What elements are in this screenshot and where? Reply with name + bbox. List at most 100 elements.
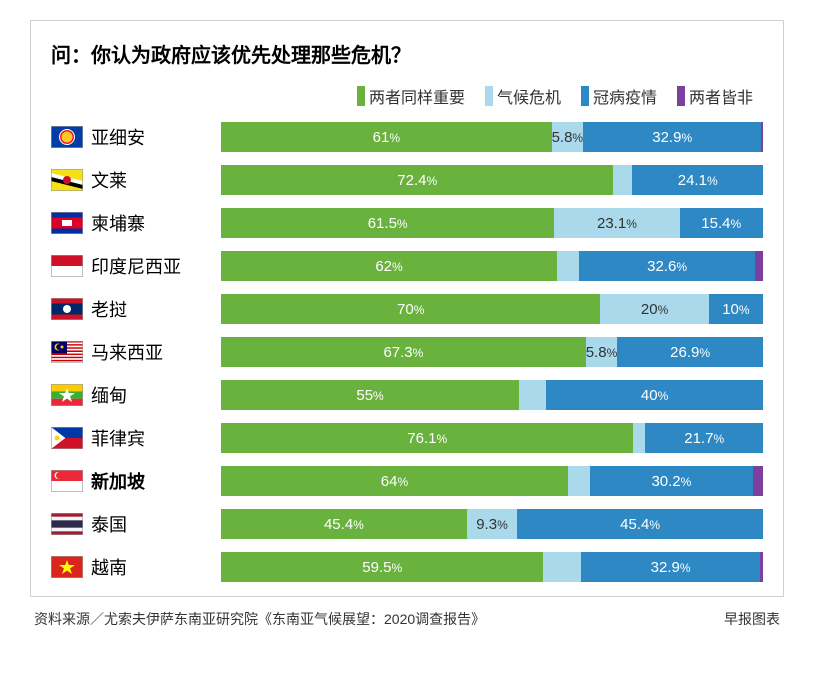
data-row: 泰国45.4%9.3%45.4% <box>51 509 763 539</box>
flag-icon <box>51 556 83 578</box>
bar-segment <box>557 251 579 281</box>
bar-segment: 20% <box>600 294 708 324</box>
bar-segment: 26.9% <box>617 337 763 367</box>
segment-value: 26.9% <box>670 344 710 361</box>
country-name: 新加坡 <box>91 468 221 494</box>
bar-segment: 70% <box>221 294 600 324</box>
bar-segment: 21.7% <box>645 423 763 453</box>
bar-segment: 5.8% <box>552 122 583 152</box>
legend-label: 两者同样重要 <box>369 84 465 108</box>
bar-segment <box>761 122 763 152</box>
legend-item: 气候危机 <box>485 84 561 108</box>
flag-icon <box>51 298 83 320</box>
stacked-bar: 76.1% 21.7% <box>221 423 763 453</box>
bar-segment: 45.4% <box>517 509 763 539</box>
bar-segment <box>543 552 581 582</box>
stacked-bar: 72.4% 24.1% <box>221 165 763 195</box>
segment-value: 5.8% <box>552 129 584 146</box>
flag-icon <box>51 427 83 449</box>
legend-swatch <box>357 86 365 106</box>
segment-value: 23.1% <box>597 215 637 232</box>
segment-value: 67.3% <box>383 344 423 361</box>
bar-segment <box>519 380 546 410</box>
bar-segment: 59.5% <box>221 552 543 582</box>
bar-segment: 45.4% <box>221 509 467 539</box>
bar-segment: 5.8% <box>586 337 617 367</box>
legend-item: 冠病疫情 <box>581 84 657 108</box>
flag-icon <box>51 384 83 406</box>
legend-item: 两者同样重要 <box>357 84 465 108</box>
country-name: 菲律宾 <box>91 425 221 451</box>
segment-value: 20% <box>641 301 668 318</box>
segment-value: 32.9% <box>651 559 691 576</box>
chart-title: 问：你认为政府应该优先处理那些危机？ <box>51 39 763 68</box>
bar-segment: 72.4% <box>221 165 613 195</box>
bar-segment <box>613 165 632 195</box>
legend-label: 冠病疫情 <box>593 84 657 108</box>
source-left: 资料来源／尤索夫伊萨东南亚研究院《东南亚气候展望：2020调查报告》 <box>34 609 485 629</box>
country-name: 亚细安 <box>91 124 221 150</box>
segment-value: 59.5% <box>362 559 402 576</box>
bar-segment <box>633 423 645 453</box>
bar-segment: 15.4% <box>680 208 763 238</box>
segment-value: 9.3% <box>476 516 508 533</box>
country-name: 柬埔寨 <box>91 210 221 236</box>
bar-segment: 76.1% <box>221 423 633 453</box>
segment-value: 70% <box>397 301 424 318</box>
bar-segment: 40% <box>546 380 763 410</box>
bar-segment: 55% <box>221 380 519 410</box>
data-row: 缅甸55%40% <box>51 380 763 410</box>
stacked-bar: 64% 30.2% <box>221 466 763 496</box>
stacked-bar: 59.5% 32.9% <box>221 552 763 582</box>
segment-value: 10% <box>722 301 749 318</box>
data-row: 亚细安61%5.8%32.9% <box>51 122 763 152</box>
data-row: 老挝 70% 20% 10% <box>51 294 763 324</box>
segment-value: 15.4% <box>701 215 741 232</box>
country-name: 泰国 <box>91 511 221 537</box>
bar-segment <box>755 251 763 281</box>
bar-segment: 62% <box>221 251 557 281</box>
bar-segment <box>753 466 763 496</box>
legend: 两者同样重要气候危机 冠病疫情 两者皆非 <box>51 84 763 108</box>
bar-segment: 23.1% <box>554 208 679 238</box>
flag-icon <box>51 341 83 363</box>
segment-value: 21.7% <box>684 430 724 447</box>
country-name: 马来西亚 <box>91 339 221 365</box>
bar-segment: 9.3% <box>467 509 517 539</box>
source-row: 资料来源／尤索夫伊萨东南亚研究院《东南亚气候展望：2020调查报告》 早报图表 <box>30 609 784 629</box>
flag-icon <box>51 169 83 191</box>
legend-label: 两者皆非 <box>689 84 753 108</box>
flag-icon <box>51 212 83 234</box>
country-name: 文莱 <box>91 167 221 193</box>
bar-segment: 61.5% <box>221 208 554 238</box>
flag-icon <box>51 513 83 535</box>
bar-segment: 61% <box>221 122 552 152</box>
segment-value: 32.6% <box>647 258 687 275</box>
data-row: 马来西亚 67.3% 5.8% 26.9% <box>51 337 763 367</box>
data-row: 越南 59.5% 32.9% <box>51 552 763 582</box>
segment-value: 30.2% <box>651 473 691 490</box>
data-row: 文莱 72.4% 24.1% <box>51 165 763 195</box>
data-row: 菲律宾 76.1% 21.7% <box>51 423 763 453</box>
bar-segment: 32.9% <box>581 552 759 582</box>
legend-swatch <box>581 86 589 106</box>
segment-value: 72.4% <box>397 172 437 189</box>
stacked-bar: 70% 20% 10% <box>221 294 763 324</box>
segment-value: 62% <box>375 258 402 275</box>
country-name: 越南 <box>91 554 221 580</box>
flag-icon <box>51 255 83 277</box>
country-name: 印度尼西亚 <box>91 253 221 279</box>
bar-segment: 24.1% <box>632 165 763 195</box>
segment-value: 76.1% <box>407 430 447 447</box>
flag-icon <box>51 470 83 492</box>
rows-container: 亚细安61%5.8%32.9%文莱72.4%24.1%柬埔寨61.5%23.1%… <box>51 122 763 582</box>
bar-segment <box>760 552 763 582</box>
segment-value: 64% <box>381 473 408 490</box>
country-name: 老挝 <box>91 296 221 322</box>
bar-segment <box>568 466 590 496</box>
segment-value: 5.8% <box>586 344 618 361</box>
stacked-bar: 67.3% 5.8% 26.9% <box>221 337 763 367</box>
segment-value: 40% <box>641 387 668 404</box>
bar-segment: 10% <box>709 294 763 324</box>
legend-swatch <box>485 86 493 106</box>
